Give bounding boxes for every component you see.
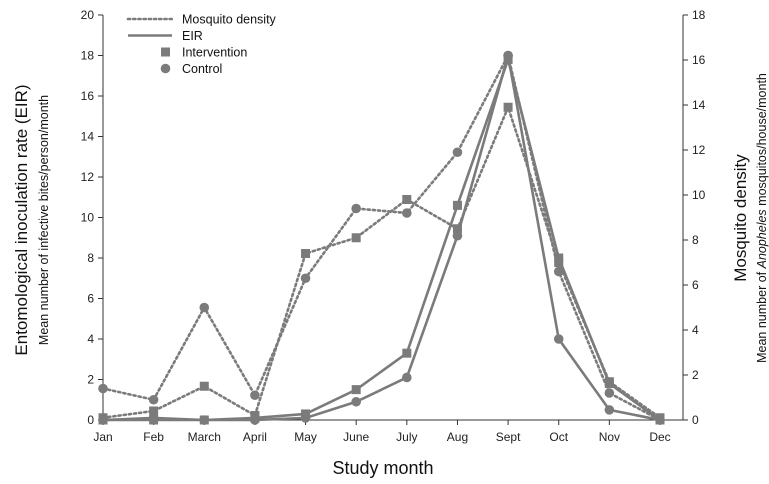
right-axis-tick-label: 16 bbox=[692, 53, 706, 67]
data-point-circle bbox=[553, 266, 564, 277]
left-axis-tick-label: 0 bbox=[87, 413, 94, 427]
series-line bbox=[102, 55, 661, 422]
left-axis-tick-label: 8 bbox=[87, 251, 94, 265]
data-point-circle bbox=[351, 203, 361, 214]
data-point-circle bbox=[452, 230, 463, 241]
data-point-square bbox=[351, 385, 361, 395]
data-point-circle bbox=[553, 334, 564, 344]
data-point-circle bbox=[503, 50, 513, 61]
right-axis-subtitle-part-3: mosquitos/house/month bbox=[755, 73, 769, 209]
legend-swatch-square bbox=[161, 47, 170, 57]
right-axis-tick-label: 0 bbox=[692, 413, 699, 427]
series-line bbox=[101, 51, 662, 422]
x-axis-tick-label: Jan bbox=[93, 430, 112, 444]
legend-item: Control bbox=[160, 62, 222, 76]
left-axis-title: Entomological inoculation rate (EIR) bbox=[12, 84, 31, 355]
data-point-circle bbox=[98, 383, 108, 394]
right-axis-subtitle-anopheles: Anopheles bbox=[755, 209, 769, 269]
left-axis-tick-label: 20 bbox=[81, 8, 95, 22]
x-axis-tick-label: Dec bbox=[649, 430, 670, 444]
x-axis-tick-label: Aug bbox=[447, 430, 468, 444]
data-point-square bbox=[301, 249, 311, 258]
x-axis-tick-label: Nov bbox=[599, 430, 620, 444]
right-axis-title: Mosquito density bbox=[731, 154, 750, 282]
data-point-circle bbox=[250, 390, 260, 401]
data-point-square bbox=[503, 102, 513, 112]
x-axis-title: Study month bbox=[332, 458, 433, 478]
x-axis-tick-label: June bbox=[343, 430, 369, 444]
data-point-circle bbox=[199, 415, 210, 425]
data-point-square bbox=[604, 379, 614, 389]
data-point-square bbox=[554, 253, 564, 263]
legend-item: Intervention bbox=[161, 46, 247, 60]
data-point-circle bbox=[148, 394, 159, 405]
left-axis-tick-label: 14 bbox=[81, 130, 95, 144]
x-axis-tick-label: April bbox=[243, 430, 267, 444]
data-point-circle bbox=[98, 415, 108, 425]
right-axis-tick-label: 10 bbox=[692, 188, 706, 202]
data-point-circle bbox=[300, 273, 311, 284]
left-axis-tick-label: 12 bbox=[81, 170, 95, 184]
x-axis-tick-label: Sept bbox=[496, 430, 521, 444]
series-mosquito-density-intervention bbox=[98, 102, 665, 423]
right-axis-tick-label: 2 bbox=[692, 368, 699, 382]
data-point-circle bbox=[199, 302, 210, 313]
data-point-circle bbox=[604, 388, 615, 398]
right-axis-tick-label: 14 bbox=[692, 98, 706, 112]
left-axis-subtitle: Mean number of infective bites/person/mo… bbox=[37, 95, 51, 345]
right-axis-tick-label: 12 bbox=[692, 143, 706, 157]
data-point-square bbox=[452, 200, 462, 210]
data-point-circle bbox=[148, 413, 159, 423]
right-axis-subtitle: Mean number of Anopheles mosquitos/house… bbox=[755, 73, 769, 363]
legend-label: EIR bbox=[182, 29, 203, 43]
series-layer bbox=[98, 50, 665, 425]
data-point-circle bbox=[351, 396, 361, 407]
x-axis-tick-label: July bbox=[396, 430, 417, 444]
right-axis-subtitle-part-1: Mean number of bbox=[755, 268, 769, 363]
legend-label: Intervention bbox=[182, 46, 247, 60]
data-point-square bbox=[452, 224, 462, 234]
x-axis-tick-label: Oct bbox=[549, 430, 568, 444]
data-point-circle bbox=[250, 415, 260, 425]
left-axis-tick-label: 16 bbox=[81, 89, 95, 103]
data-point-circle bbox=[402, 372, 412, 383]
legend-label: Mosquito density bbox=[182, 13, 277, 27]
data-point-circle bbox=[402, 208, 412, 218]
data-point-circle bbox=[300, 413, 311, 423]
legend-label: Control bbox=[182, 62, 222, 76]
left-axis-tick-label: 18 bbox=[81, 49, 95, 63]
left-axis-tick-label: 2 bbox=[87, 373, 94, 387]
x-axis-tick-label: March bbox=[188, 430, 221, 444]
legend: Mosquito density EIR Intervention Control bbox=[126, 13, 277, 76]
left-axis-tick-label: 6 bbox=[87, 292, 94, 306]
x-axis-tick-label: Feb bbox=[143, 430, 164, 444]
data-point-square bbox=[402, 195, 412, 204]
legend-item: EIR bbox=[128, 29, 203, 43]
data-point-square bbox=[199, 381, 209, 391]
series-eir-control bbox=[98, 50, 665, 425]
legend-item: Mosquito density bbox=[126, 13, 277, 27]
x-axis-tick-label: May bbox=[294, 430, 317, 444]
data-point-circle bbox=[604, 405, 615, 415]
legend-swatch-circle bbox=[160, 63, 171, 74]
data-point-square bbox=[149, 406, 159, 416]
left-axis-tick-label: 4 bbox=[87, 332, 94, 346]
right-axis-tick-label: 6 bbox=[692, 278, 699, 292]
data-point-square bbox=[402, 348, 412, 358]
data-point-circle bbox=[655, 415, 665, 425]
right-axis-tick-label: 4 bbox=[692, 323, 699, 337]
right-axis-tick-label: 18 bbox=[692, 8, 706, 22]
left-axis-tick-label: 10 bbox=[81, 211, 95, 225]
data-point-square bbox=[351, 233, 361, 243]
right-axis-tick-label: 8 bbox=[692, 233, 699, 247]
data-point-circle bbox=[452, 147, 463, 158]
